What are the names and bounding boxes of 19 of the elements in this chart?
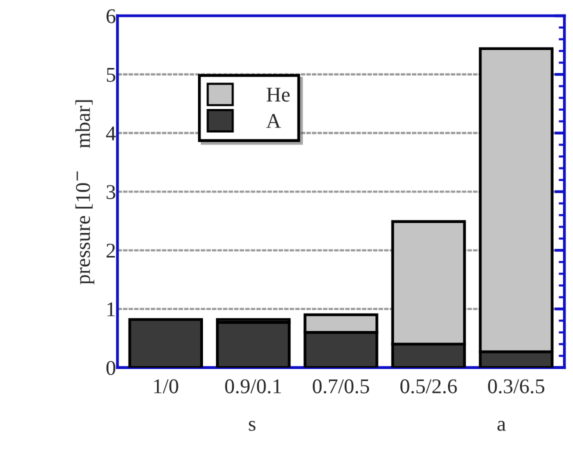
y-tick-label: 5 bbox=[106, 68, 116, 82]
text: s bbox=[248, 420, 256, 431]
x-tick-label: 0.7/0.5 bbox=[312, 379, 370, 394]
y-tick-label: 1 bbox=[107, 302, 115, 316]
y-tick-label: 2 bbox=[106, 244, 115, 258]
bar bbox=[216, 321, 291, 368]
y-tick-label: 0 bbox=[106, 360, 116, 375]
legend-label: A bbox=[266, 114, 281, 128]
x-tick-label: 0.9/0.1 bbox=[225, 379, 281, 394]
x-tick-label: 1/0 bbox=[154, 379, 178, 394]
text: pressure [10$^{−}$ mbar] bbox=[75, 100, 94, 284]
x-tick-label: 0.5/2.6 bbox=[400, 379, 457, 394]
y-tick-label: 6 bbox=[106, 9, 116, 24]
legend-label: He bbox=[266, 88, 290, 102]
y-tick-label: 4 bbox=[106, 126, 116, 140]
y-tick-label: 3 bbox=[106, 185, 116, 200]
x-tick-label: 0.3/6.5 bbox=[488, 379, 544, 394]
text: a bbox=[497, 420, 506, 431]
bar bbox=[128, 318, 203, 368]
